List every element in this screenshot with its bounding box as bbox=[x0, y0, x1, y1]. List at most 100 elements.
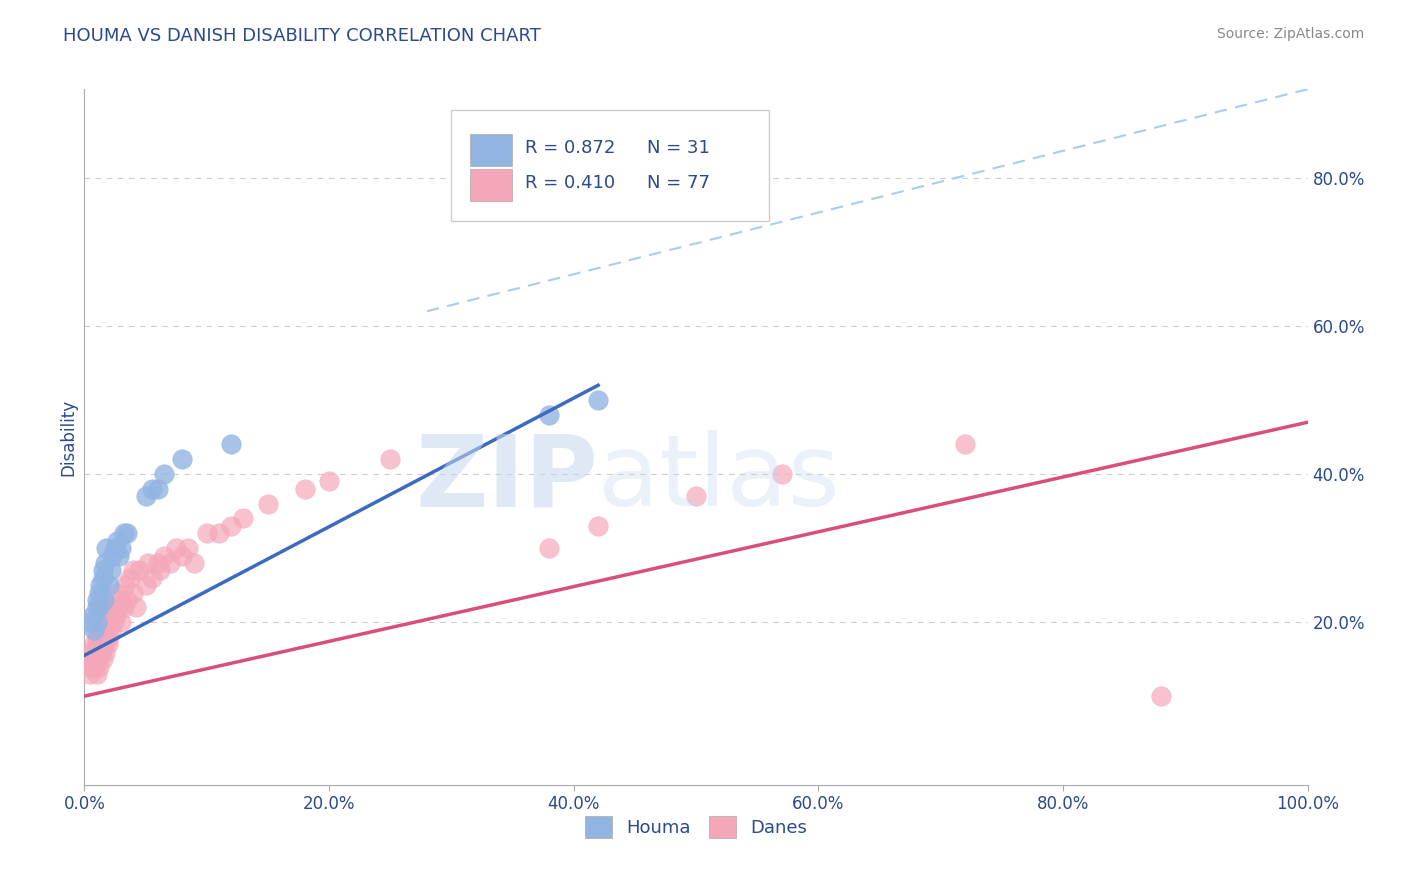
Point bbox=[96, 607, 118, 622]
Point bbox=[159, 556, 181, 570]
Point bbox=[94, 645, 117, 659]
Point bbox=[89, 578, 111, 592]
Point bbox=[101, 549, 124, 563]
Point bbox=[86, 600, 108, 615]
Point bbox=[153, 549, 176, 563]
Point bbox=[105, 533, 128, 548]
Point bbox=[91, 563, 114, 577]
Point bbox=[77, 659, 100, 673]
Point bbox=[84, 652, 107, 666]
Point bbox=[953, 437, 976, 451]
Point bbox=[107, 600, 129, 615]
Point bbox=[135, 578, 157, 592]
Text: ZIP: ZIP bbox=[415, 430, 598, 527]
Point bbox=[87, 600, 110, 615]
Point bbox=[96, 630, 118, 644]
Point bbox=[538, 541, 561, 555]
Point bbox=[104, 600, 127, 615]
Legend: Houma, Danes: Houma, Danes bbox=[578, 809, 814, 846]
Point bbox=[1150, 689, 1173, 703]
Point bbox=[100, 623, 122, 637]
Point bbox=[165, 541, 187, 555]
Point bbox=[83, 623, 105, 637]
Point bbox=[80, 659, 103, 673]
Point bbox=[87, 630, 110, 644]
Point bbox=[93, 593, 115, 607]
Point bbox=[114, 578, 136, 592]
Point bbox=[79, 667, 101, 681]
Point bbox=[232, 511, 254, 525]
Point bbox=[538, 408, 561, 422]
Text: R = 0.872: R = 0.872 bbox=[524, 139, 614, 157]
Text: N = 31: N = 31 bbox=[647, 139, 710, 157]
Point bbox=[97, 600, 120, 615]
Point bbox=[105, 607, 128, 622]
Point bbox=[100, 563, 122, 577]
Point bbox=[79, 645, 101, 659]
Text: N = 77: N = 77 bbox=[647, 174, 710, 192]
Point bbox=[86, 637, 108, 651]
Point bbox=[110, 593, 132, 607]
Point bbox=[128, 563, 150, 577]
Point bbox=[115, 526, 138, 541]
Point bbox=[90, 645, 112, 659]
Point bbox=[153, 467, 176, 481]
Point bbox=[96, 541, 118, 555]
Point bbox=[97, 607, 120, 622]
Point bbox=[94, 615, 117, 629]
Point bbox=[294, 482, 316, 496]
Point bbox=[105, 585, 128, 599]
Point bbox=[112, 526, 135, 541]
Point bbox=[94, 556, 117, 570]
Text: Source: ZipAtlas.com: Source: ZipAtlas.com bbox=[1216, 27, 1364, 41]
Bar bbox=[470, 135, 513, 166]
Point bbox=[136, 556, 159, 570]
Point bbox=[87, 637, 110, 651]
Point bbox=[104, 541, 127, 555]
Point bbox=[118, 571, 141, 585]
Point bbox=[77, 652, 100, 666]
Point bbox=[125, 600, 148, 615]
Y-axis label: Disability: Disability bbox=[59, 399, 77, 475]
Point bbox=[208, 526, 231, 541]
Point bbox=[87, 652, 110, 666]
Point bbox=[91, 571, 114, 585]
Point bbox=[172, 549, 194, 563]
Point bbox=[141, 571, 163, 585]
Point bbox=[86, 593, 108, 607]
Point bbox=[110, 541, 132, 555]
Point bbox=[97, 637, 120, 651]
Point bbox=[84, 645, 107, 659]
Point bbox=[112, 600, 135, 615]
Point bbox=[107, 549, 129, 563]
Point bbox=[87, 585, 110, 599]
Point bbox=[97, 630, 120, 644]
Point bbox=[86, 615, 108, 629]
Point bbox=[87, 659, 110, 673]
Text: R = 0.410: R = 0.410 bbox=[524, 174, 614, 192]
Point bbox=[82, 652, 104, 666]
Point bbox=[82, 645, 104, 659]
Point bbox=[90, 623, 112, 637]
Point bbox=[115, 593, 138, 607]
Point bbox=[91, 623, 114, 637]
Point bbox=[86, 667, 108, 681]
Point bbox=[83, 637, 105, 651]
Point bbox=[183, 556, 205, 570]
Point bbox=[110, 615, 132, 629]
Point bbox=[122, 563, 145, 577]
Point bbox=[770, 467, 793, 481]
Point bbox=[89, 645, 111, 659]
FancyBboxPatch shape bbox=[451, 110, 769, 221]
Point bbox=[122, 585, 145, 599]
Point bbox=[97, 578, 120, 592]
Point bbox=[172, 452, 194, 467]
Text: atlas: atlas bbox=[598, 430, 839, 527]
Point bbox=[86, 630, 108, 644]
Point bbox=[135, 489, 157, 503]
Point bbox=[380, 452, 402, 467]
Point bbox=[101, 607, 124, 622]
Point bbox=[219, 437, 242, 451]
Point bbox=[586, 519, 609, 533]
Point bbox=[149, 563, 172, 577]
